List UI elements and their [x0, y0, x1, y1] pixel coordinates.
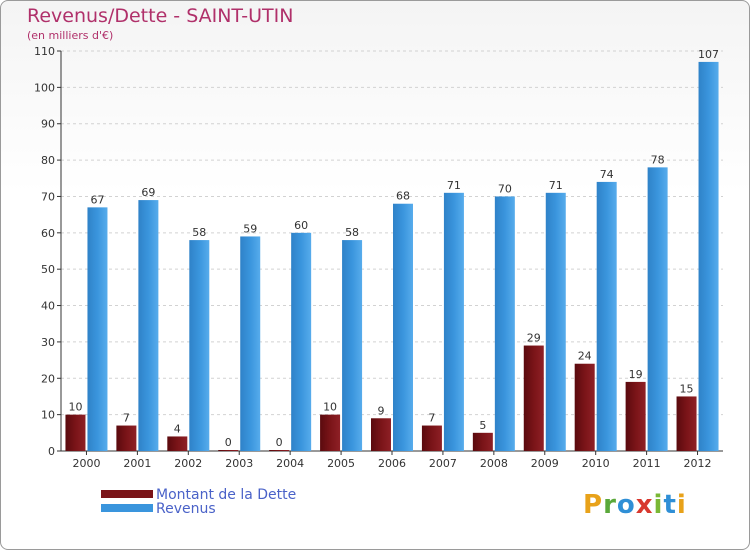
data-label: 9 [378, 404, 385, 417]
data-label: 69 [141, 186, 155, 199]
logo-letter: x [635, 490, 654, 520]
logo-letter: o [616, 490, 636, 520]
bar-revenus [698, 61, 719, 452]
bar-dette [167, 436, 188, 451]
logo-letter: i [676, 490, 687, 520]
data-label: 4 [174, 422, 181, 435]
logo-letter: P [583, 490, 604, 520]
legend-swatch-dette [101, 490, 153, 498]
legend-swatch-revenus [101, 504, 153, 512]
bar-revenus [87, 207, 108, 451]
data-label: 70 [498, 182, 512, 195]
y-tick-label: 40 [41, 300, 55, 313]
data-label: 107 [698, 48, 719, 61]
chart-subtitle: (en milliers d'€) [27, 29, 114, 42]
data-label: 71 [447, 179, 461, 192]
bar-dette [371, 418, 391, 451]
data-label: 5 [479, 419, 486, 432]
x-tick-label: 2007 [429, 457, 457, 470]
bar-revenus [494, 196, 515, 451]
logo-letter: t [663, 490, 677, 520]
data-label: 15 [680, 382, 694, 395]
y-tick-label: 0 [48, 445, 55, 458]
x-tick-label: 2004 [276, 457, 304, 470]
data-label: 7 [123, 412, 130, 425]
bar-dette [421, 425, 442, 451]
bar-revenus [596, 181, 617, 451]
data-label: 0 [276, 436, 283, 449]
x-tick-label: 2000 [72, 457, 100, 470]
bar-dette [676, 396, 697, 451]
x-tick-label: 2003 [225, 457, 253, 470]
x-tick-label: 2010 [582, 457, 610, 470]
bar-revenus [189, 240, 210, 451]
bar-revenus [138, 200, 159, 451]
data-label: 24 [578, 350, 592, 363]
bar-dette [472, 432, 493, 451]
data-label: 58 [345, 226, 359, 239]
x-tick-label: 2001 [123, 457, 151, 470]
logo-letter: r [603, 490, 617, 520]
data-label: 68 [396, 190, 410, 203]
x-tick-label: 2008 [480, 457, 508, 470]
x-tick-label: 2009 [531, 457, 559, 470]
data-label: 74 [600, 168, 614, 181]
chart-title: Revenus/Dette - SAINT-UTIN [27, 5, 294, 27]
bar-dette [523, 345, 544, 451]
bar-dette [625, 381, 646, 451]
bar-dette [65, 414, 86, 451]
bar-dette [574, 363, 595, 451]
data-label: 0 [225, 436, 232, 449]
data-label: 59 [243, 222, 257, 235]
data-label: 78 [651, 153, 665, 166]
data-label: 29 [527, 332, 541, 345]
data-label: 71 [549, 179, 563, 192]
data-label: 60 [294, 219, 308, 232]
y-tick-label: 70 [41, 190, 55, 203]
data-label: 19 [629, 368, 643, 381]
legend-label-revenus: Revenus [156, 501, 216, 517]
x-tick-label: 2002 [174, 457, 202, 470]
bar-dette [218, 450, 239, 451]
bar-dette [116, 425, 137, 451]
y-tick-label: 80 [41, 154, 55, 167]
x-tick-label: 2012 [684, 457, 712, 470]
y-tick-label: 60 [41, 227, 55, 240]
x-tick-label: 2005 [327, 457, 355, 470]
y-tick-label: 20 [41, 372, 55, 385]
bar-revenus [342, 240, 363, 451]
x-tick-label: 2011 [633, 457, 661, 470]
bar-dette [320, 414, 341, 451]
logo-letter: i [653, 490, 664, 520]
legend-label-dette: Montant de la Dette [156, 487, 297, 503]
bar-revenus [443, 192, 464, 451]
y-tick-label: 90 [41, 118, 55, 131]
data-label: 7 [428, 412, 435, 425]
bar-revenus [291, 232, 312, 451]
bar-revenus [545, 192, 566, 451]
data-label: 58 [192, 226, 206, 239]
y-tick-label: 50 [41, 263, 55, 276]
data-label: 67 [90, 193, 104, 206]
proxiti-logo: Proxiti [583, 490, 687, 520]
bar-revenus [240, 236, 261, 451]
bar-dette [269, 450, 290, 451]
bar-revenus [647, 167, 668, 451]
y-tick-label: 110 [34, 45, 55, 58]
data-label: 10 [68, 401, 82, 414]
y-tick-label: 30 [41, 336, 55, 349]
bar-revenus [393, 203, 413, 451]
y-tick-label: 10 [41, 409, 55, 422]
data-label: 10 [323, 401, 337, 414]
y-tick-label: 100 [34, 81, 55, 94]
x-tick-label: 2006 [378, 457, 406, 470]
